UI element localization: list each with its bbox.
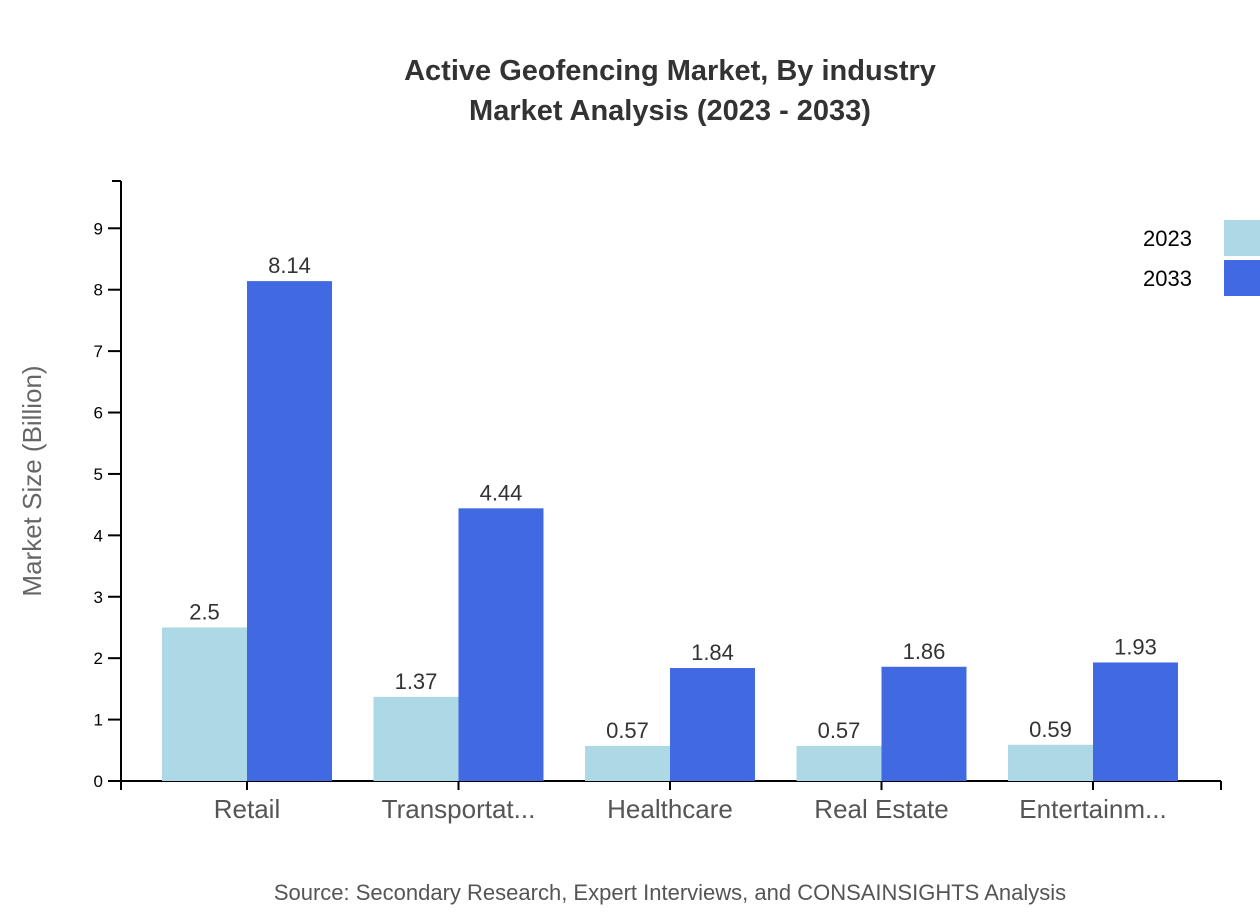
bar-2033[interactable] <box>247 281 332 781</box>
y-tick-label: 9 <box>94 219 103 238</box>
y-tick-label: 0 <box>94 772 103 791</box>
y-axis-label: Market Size (Billion) <box>17 365 47 596</box>
data-label: 1.86 <box>903 639 946 664</box>
bar-2033[interactable] <box>1093 662 1178 781</box>
chart-title: Active Geofencing Market, By industry <box>404 55 936 87</box>
legend-swatch-2023 <box>1224 220 1260 256</box>
y-tick-label: 5 <box>94 465 103 484</box>
bar-2023[interactable] <box>585 745 670 781</box>
data-label: 8.14 <box>268 253 311 278</box>
y-tick-label: 6 <box>94 404 103 423</box>
x-tick-label: Retail <box>214 794 280 824</box>
legend-swatch-2033 <box>1224 260 1260 296</box>
x-tick-label: Real Estate <box>814 794 948 824</box>
y-tick-label: 4 <box>94 526 103 545</box>
y-tick-label: 1 <box>94 711 103 730</box>
data-label: 0.59 <box>1029 717 1072 742</box>
data-label: 1.37 <box>395 669 438 694</box>
bar-2023[interactable] <box>373 696 459 781</box>
data-label: 0.57 <box>606 718 649 743</box>
x-tick-label: Entertainm... <box>1019 794 1166 824</box>
x-tick-label: Healthcare <box>607 794 733 824</box>
data-label: 1.93 <box>1114 634 1157 659</box>
y-tick-label: 7 <box>94 342 103 361</box>
bar-2033[interactable] <box>670 668 755 781</box>
data-label: 4.44 <box>480 480 523 505</box>
chart-subtitle: Market Analysis (2023 - 2033) <box>469 95 871 127</box>
y-tick-label: 8 <box>94 281 103 300</box>
bar-2023[interactable] <box>162 627 247 781</box>
data-label: 1.84 <box>691 640 734 665</box>
bar-2023[interactable] <box>1008 744 1093 781</box>
bar-2033[interactable] <box>881 666 967 781</box>
bar-2033[interactable] <box>458 508 544 781</box>
y-tick-label: 3 <box>94 588 103 607</box>
legend-label: 2033 <box>1143 266 1192 291</box>
data-label: 0.57 <box>818 718 861 743</box>
data-label: 2.5 <box>189 599 220 624</box>
y-tick-label: 2 <box>94 649 103 668</box>
bar-2023[interactable] <box>796 745 882 781</box>
source-note: Source: Secondary Research, Expert Inter… <box>274 880 1066 905</box>
x-tick-label: Transportat... <box>382 794 536 824</box>
legend-label: 2023 <box>1143 226 1192 251</box>
